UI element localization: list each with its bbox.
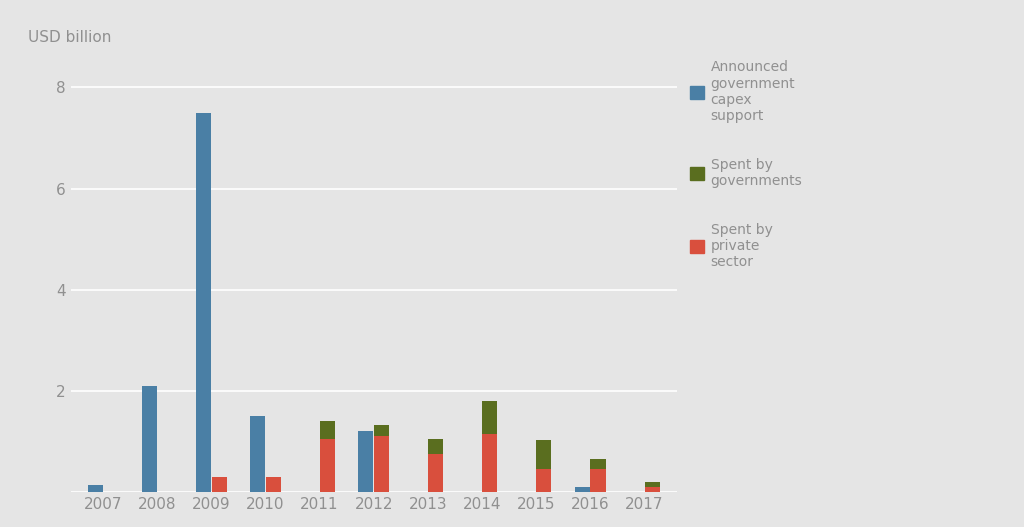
Text: USD billion: USD billion <box>28 30 112 45</box>
Bar <box>537 440 552 470</box>
Bar <box>358 432 374 492</box>
Bar <box>265 477 281 492</box>
Bar <box>88 484 102 492</box>
Bar <box>591 459 605 470</box>
Bar <box>428 454 443 492</box>
Legend: Announced
government
capex
support, Spent by
governments, Spent by
private
secto: Announced government capex support, Spen… <box>690 61 803 269</box>
Bar <box>591 470 605 492</box>
Bar <box>644 487 659 492</box>
Bar <box>428 439 443 454</box>
Bar <box>537 470 552 492</box>
Bar <box>250 416 265 492</box>
Bar <box>482 401 498 434</box>
Bar <box>574 487 590 492</box>
Bar <box>212 477 226 492</box>
Bar <box>141 386 157 492</box>
Bar <box>374 436 389 492</box>
Bar <box>319 421 335 439</box>
Bar <box>196 113 211 492</box>
Bar <box>482 434 498 492</box>
Bar <box>319 439 335 492</box>
Bar <box>644 482 659 487</box>
Bar <box>374 425 389 436</box>
